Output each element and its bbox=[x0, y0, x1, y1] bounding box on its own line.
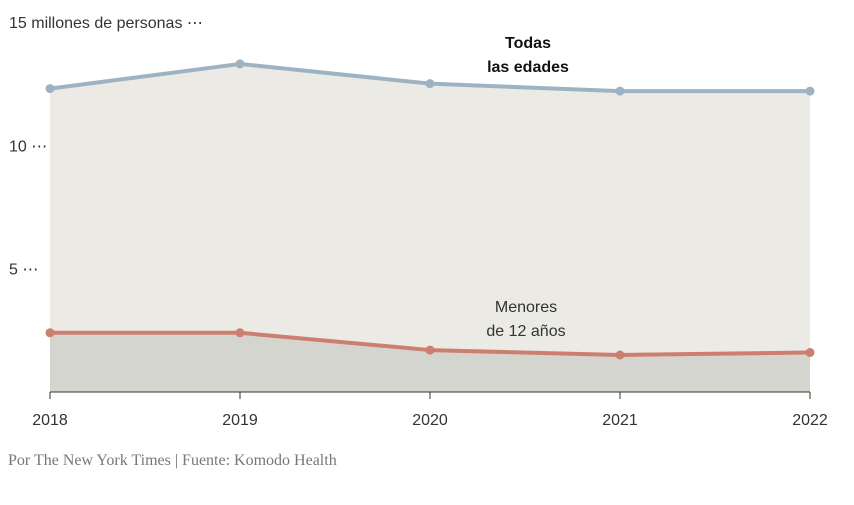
point-series-0-4 bbox=[805, 86, 815, 96]
x-tick-label-4: 2022 bbox=[792, 412, 828, 429]
series-label-0: Todas las edades bbox=[487, 35, 569, 76]
point-series-1-1 bbox=[235, 328, 245, 338]
point-series-0-3 bbox=[615, 86, 625, 96]
source-credit: Por The New York Times | Fuente: Komodo … bbox=[8, 452, 337, 469]
x-tick-label-1: 2019 bbox=[222, 412, 258, 429]
y-tick-label-0: 15 millones de personas ⋯ bbox=[9, 15, 203, 32]
series-label-0-line-1: las edades bbox=[487, 59, 569, 76]
series-label-1: Menores de 12 años bbox=[486, 299, 565, 340]
point-series-1-4 bbox=[805, 348, 815, 358]
point-series-0-1 bbox=[235, 59, 245, 69]
series-label-1-line-0: Menores bbox=[495, 299, 557, 316]
x-tick-label-3: 2021 bbox=[602, 412, 638, 429]
chart: 15 millones de personas ⋯ 10 ⋯ 5 ⋯ 2018 201… bbox=[9, 15, 828, 429]
y-tick-label-1: 10 ⋯ bbox=[9, 138, 47, 155]
point-series-1-0 bbox=[45, 328, 55, 338]
point-series-0-0 bbox=[45, 84, 55, 94]
x-tick-label-2: 2020 bbox=[412, 412, 448, 429]
area-series-0 bbox=[50, 63, 810, 392]
series-label-0-line-0: Todas bbox=[505, 35, 551, 52]
series-label-1-line-1: de 12 años bbox=[486, 323, 565, 340]
y-tick-label-2: 5 ⋯ bbox=[9, 262, 38, 279]
area-series-1 bbox=[50, 332, 810, 392]
x-tick-label-0: 2018 bbox=[32, 412, 68, 429]
point-series-1-3 bbox=[615, 350, 625, 360]
point-series-1-2 bbox=[425, 345, 435, 355]
point-series-0-2 bbox=[425, 79, 435, 89]
